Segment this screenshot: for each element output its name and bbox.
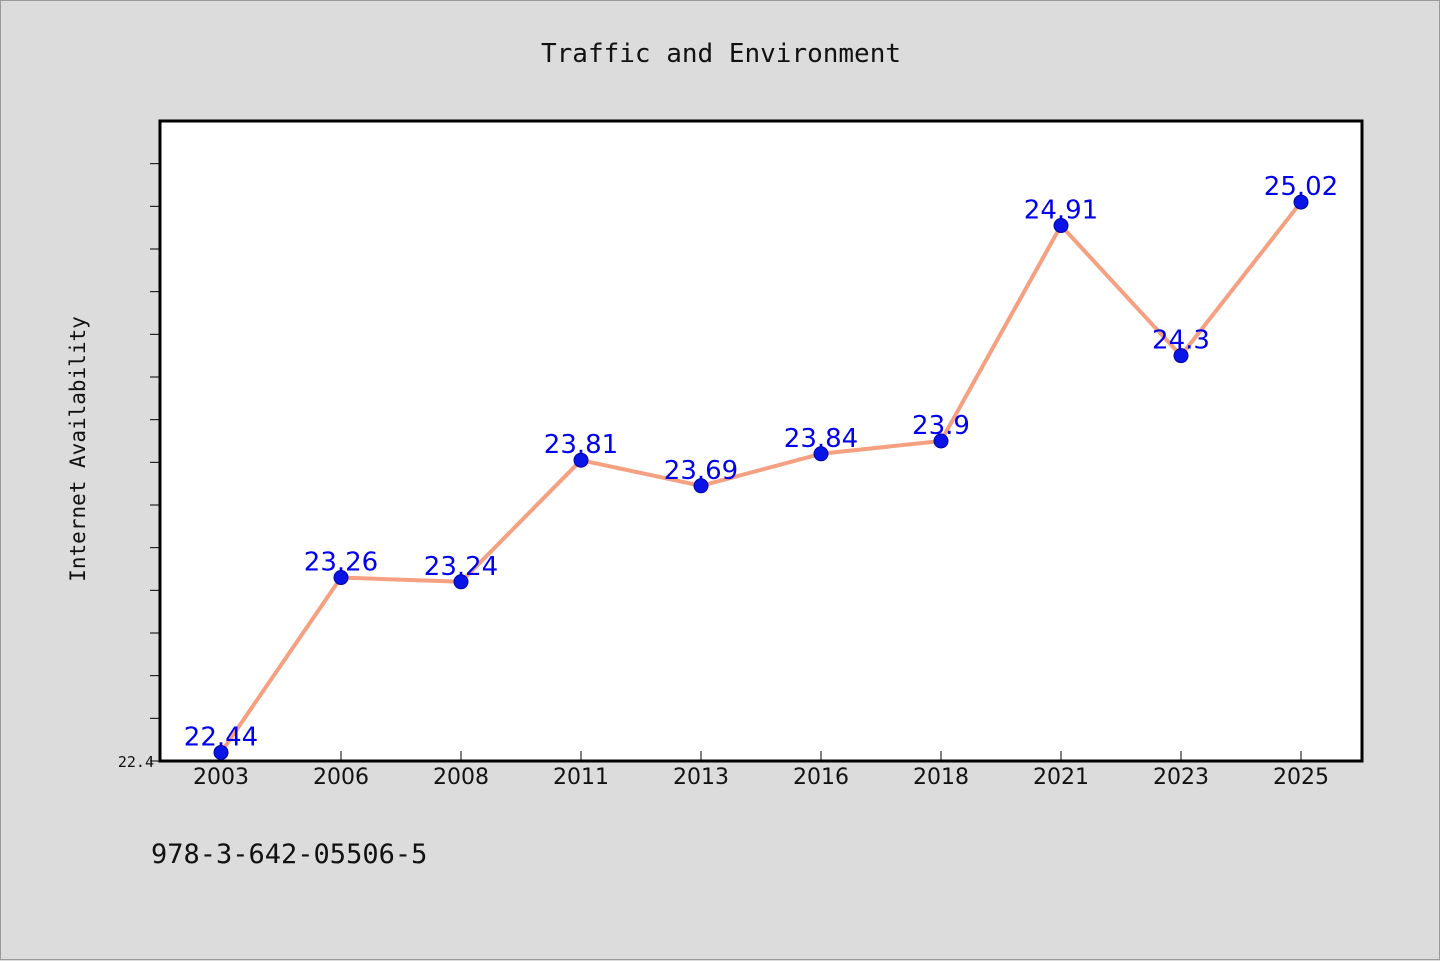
data-point <box>813 446 829 462</box>
y-tick-label: 22.4 <box>118 753 154 771</box>
data-point <box>1293 194 1309 210</box>
chart-title: Traffic and Environment <box>541 39 901 69</box>
y-axis-ticks <box>150 163 160 762</box>
data-label: 24.3 <box>1152 326 1210 356</box>
data-label: 23.81 <box>544 430 618 460</box>
data-point <box>573 452 589 468</box>
data-label: 23.24 <box>424 552 498 582</box>
data-label: 23.9 <box>912 411 970 441</box>
data-label: 23.84 <box>784 424 858 454</box>
x-tick-label: 2013 <box>673 765 729 790</box>
data-markers <box>213 194 1309 760</box>
data-label: 23.26 <box>304 548 378 578</box>
data-point <box>933 433 949 449</box>
x-tick-label: 2023 <box>1153 765 1209 790</box>
data-point <box>333 570 349 586</box>
data-point <box>213 744 229 760</box>
x-tick-label: 2011 <box>553 765 609 790</box>
x-tick-label: 2021 <box>1033 765 1089 790</box>
x-tick-label: 2008 <box>433 765 489 790</box>
x-axis-tick-labels: 2003 2006 2008 2011 2013 2016 2018 2021 2023 2025 <box>193 765 1329 790</box>
plot-area <box>158 119 1364 763</box>
series-polyline <box>219 200 1303 754</box>
data-label: 23.69 <box>664 456 738 486</box>
isbn-text: 978-3-642-05506-5 <box>151 839 427 870</box>
x-tick-label: 2006 <box>313 765 369 790</box>
y-axis-tick-labels: 22.4 <box>118 753 154 771</box>
x-tick-label: 2025 <box>1273 765 1329 790</box>
data-label: 25.02 <box>1264 172 1338 202</box>
data-label: 24.91 <box>1024 196 1098 226</box>
x-axis-ticks <box>220 751 1302 761</box>
series-line <box>219 200 1303 754</box>
data-point <box>1053 218 1069 234</box>
x-tick-label: 2003 <box>193 765 249 790</box>
x-tick-label: 2018 <box>913 765 969 790</box>
data-labels: 22.44 23.26 23.24 23.81 23.69 23.84 23.9 24.91 2… <box>184 172 1338 752</box>
x-tick-label: 2016 <box>793 765 849 790</box>
data-point <box>1173 348 1189 364</box>
y-axis-label: Internet Availability <box>66 316 90 582</box>
data-point <box>693 478 709 494</box>
data-label: 22.44 <box>184 722 258 752</box>
data-point <box>453 574 469 590</box>
